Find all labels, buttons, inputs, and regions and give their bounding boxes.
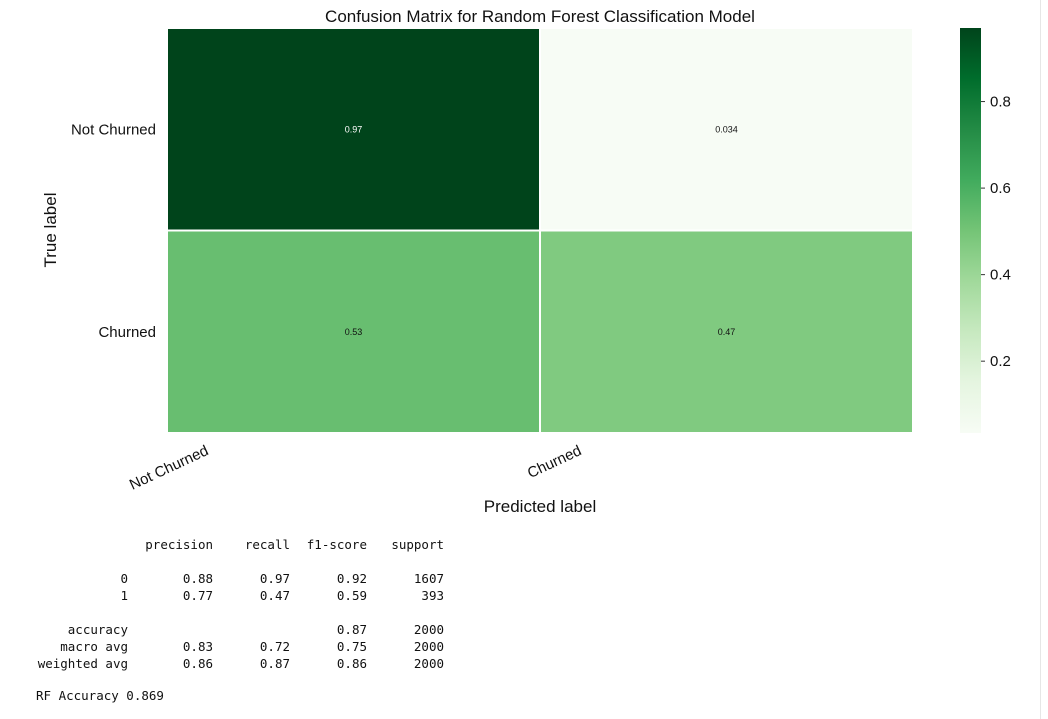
- report-row: precision recall f1-score support: [36, 536, 444, 553]
- report-row: 1 0.77 0.47 0.59 393: [36, 587, 444, 604]
- report-cell: 2000: [413, 639, 444, 654]
- report-row: [36, 604, 444, 621]
- report-cell: 0.83: [182, 639, 213, 654]
- report-cell: support: [391, 537, 444, 552]
- classification-report: precision recall f1-score support 0 0.88 0.97 0…: [36, 536, 444, 672]
- report-cell: 1: [120, 588, 128, 603]
- report-cell: 0.47: [259, 588, 290, 603]
- cell-value-label: 0.97: [345, 124, 363, 134]
- report-cell: 393: [421, 588, 444, 603]
- report-cell: 2000: [413, 622, 444, 637]
- chart-title: Confusion Matrix for Random Forest Class…: [325, 7, 755, 26]
- colorbar-tick-label: 0.4: [990, 267, 1011, 284]
- x-tick-label: Churned: [525, 442, 584, 482]
- report-cell: accuracy: [67, 622, 128, 637]
- report-cell: f1-score: [306, 537, 367, 552]
- report-cell: 0.77: [182, 588, 213, 603]
- rf-accuracy-text: RF Accuracy 0.869: [36, 688, 164, 703]
- report-cell: 0.87: [336, 622, 367, 637]
- y-axis-label: True label: [41, 193, 60, 268]
- report-cell: recall: [244, 537, 290, 552]
- colorbar-tick-label: 0.2: [990, 353, 1011, 370]
- y-tick-label: Churned: [98, 324, 156, 341]
- colorbar-tick-label: 0.8: [990, 94, 1011, 111]
- y-tick-label: Not Churned: [71, 121, 156, 138]
- report-row: weighted avg 0.86 0.87 0.86 2000: [36, 655, 444, 672]
- report-row: [36, 553, 444, 570]
- report-cell: 2000: [413, 656, 444, 671]
- report-cell: 0.87: [259, 656, 290, 671]
- report-cell: 0.92: [336, 571, 367, 586]
- report-cell: 0.75: [336, 639, 367, 654]
- heatmap-cell: [539, 229, 914, 434]
- report-cell: macro avg: [60, 639, 128, 654]
- colorbar: [960, 28, 981, 433]
- colorbar-tick-label: 0.6: [990, 180, 1011, 197]
- report-cell: 0: [120, 571, 128, 586]
- report-cell: weighted avg: [37, 656, 128, 671]
- confusion-matrix-chart: Confusion Matrix for Random Forest Class…: [41, 7, 1011, 516]
- cell-value-label: 0.53: [345, 327, 363, 337]
- cell-value-label: 0.47: [718, 327, 736, 337]
- report-row: macro avg 0.83 0.72 0.75 2000: [36, 638, 444, 655]
- report-cell: 0.86: [182, 656, 213, 671]
- x-tick-label: Not Churned: [127, 442, 211, 493]
- report-row: accuracy 0.87 2000: [36, 621, 444, 638]
- x-axis-label: Predicted label: [484, 497, 596, 516]
- report-cell: 0.97: [259, 571, 290, 586]
- heatmap-cell: [166, 229, 541, 434]
- report-cell: 0.88: [182, 571, 213, 586]
- heatmap-cell: [166, 27, 541, 232]
- report-cell: 1607: [413, 571, 444, 586]
- heatmap-cell: [539, 27, 914, 232]
- report-cell: 0.86: [336, 656, 367, 671]
- report-row: 0 0.88 0.97 0.92 1607: [36, 570, 444, 587]
- divider: [1040, 0, 1041, 719]
- cell-value-label: 0.034: [715, 124, 738, 134]
- report-cell: 0.72: [259, 639, 290, 654]
- report-cell: precision: [145, 537, 213, 552]
- report-cell: 0.59: [336, 588, 367, 603]
